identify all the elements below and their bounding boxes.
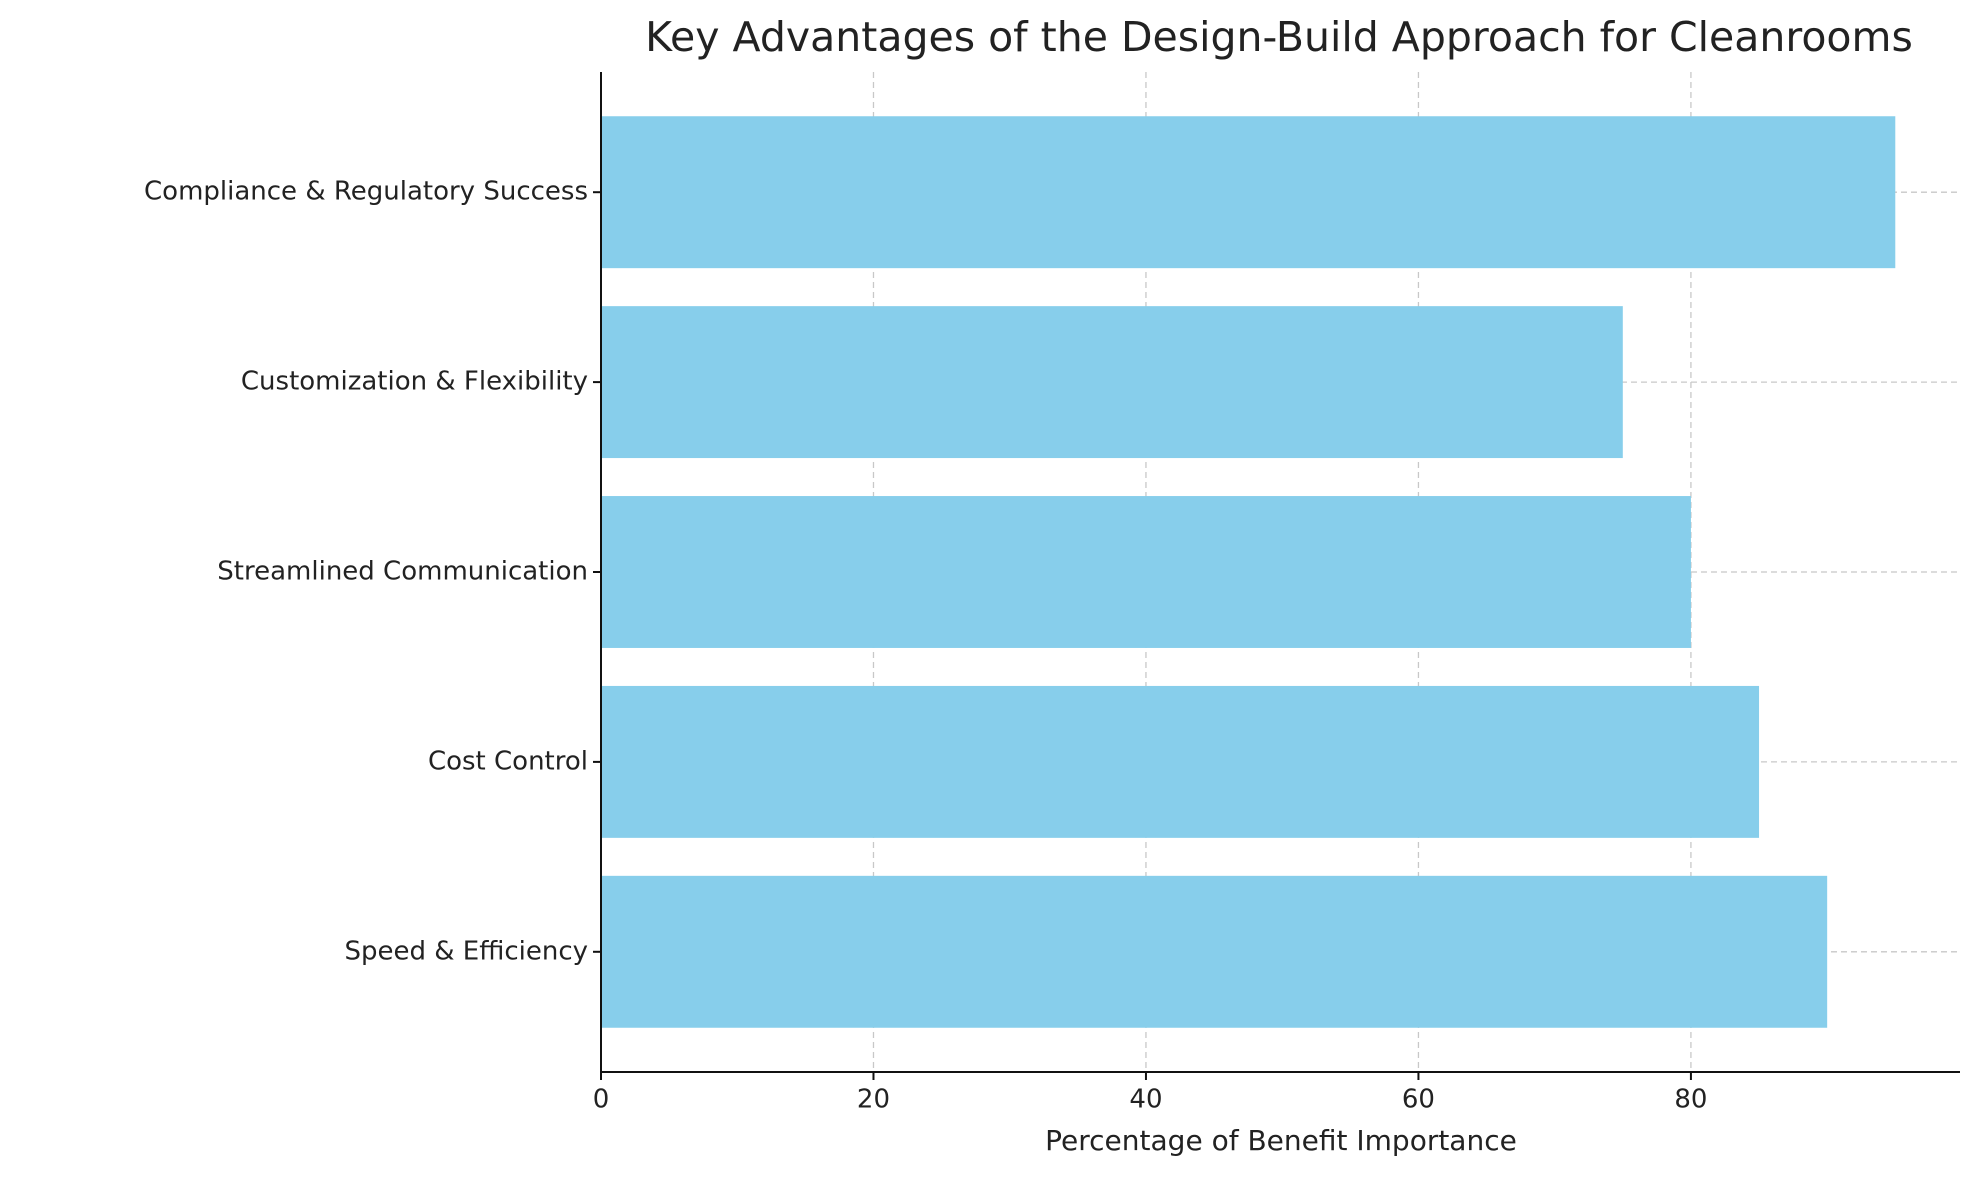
x-tick-label: 60 bbox=[1402, 1085, 1435, 1115]
x-tick-label: 20 bbox=[857, 1085, 890, 1115]
bar bbox=[601, 496, 1691, 648]
x-axis-label: Percentage of Benefit Importance bbox=[1045, 1124, 1517, 1157]
y-tick-label: Cost Control bbox=[428, 746, 588, 776]
bar bbox=[601, 116, 1896, 269]
y-tick-label: Compliance & Regulatory Success bbox=[144, 177, 588, 207]
bar bbox=[601, 685, 1760, 838]
x-tick-label: 80 bbox=[1674, 1085, 1707, 1115]
bar bbox=[601, 306, 1623, 459]
y-tick-label: Customization & Flexibility bbox=[241, 367, 588, 397]
x-tick-label: 0 bbox=[593, 1085, 610, 1115]
y-tick-label: Streamlined Communication bbox=[217, 557, 588, 587]
bar bbox=[601, 875, 1828, 1028]
x-tick-label: 40 bbox=[1129, 1085, 1162, 1115]
chart-title: Key Advantages of the Design-Build Appro… bbox=[645, 13, 1913, 61]
y-tick-label: Speed & Efficiency bbox=[344, 936, 588, 966]
